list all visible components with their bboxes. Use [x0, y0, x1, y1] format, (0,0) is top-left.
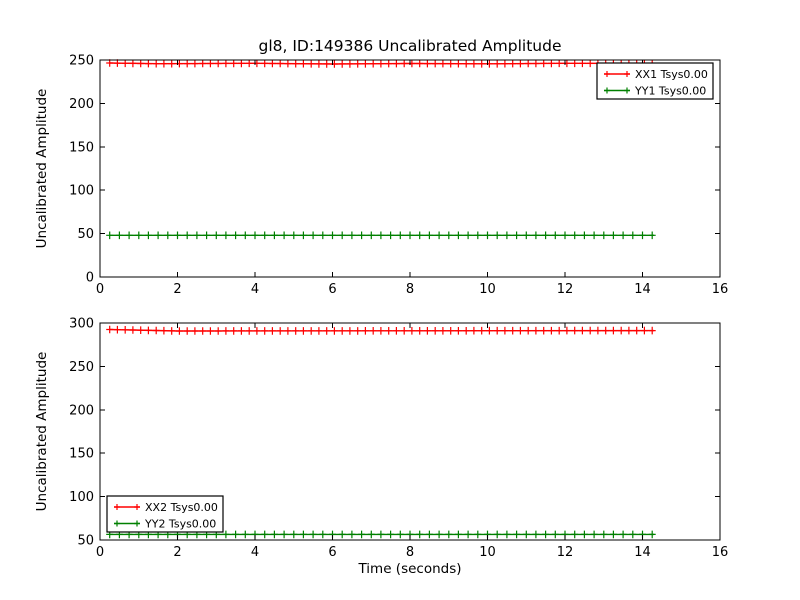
y-tick-label: 200: [69, 97, 94, 112]
y-tick-label: 250: [69, 54, 94, 69]
x-tick-label: 10: [479, 545, 496, 560]
x-tick-label: 2: [173, 545, 181, 560]
x-tick-label: 4: [251, 282, 259, 297]
legend-marker-yy2: [114, 520, 140, 527]
y-axis-label: Uncalibrated Amplitude: [34, 89, 50, 249]
series-yy2-markers: [106, 530, 656, 539]
legend-entry-label: XX1 Tsys0.00: [635, 68, 708, 81]
x-tick-label: 12: [557, 545, 574, 560]
x-tick-label: 8: [406, 545, 414, 560]
x-tick-label: 2: [173, 282, 181, 297]
legend-marker-xx2: [114, 504, 140, 510]
x-tick-label: 12: [557, 282, 574, 297]
y-tick-label: 150: [69, 447, 94, 462]
series-yy1-markers: [106, 231, 656, 240]
legend-entry-label: XX2 Tsys0.00: [145, 501, 218, 514]
y-tick-label: 100: [69, 490, 94, 505]
y-tick-label: 50: [77, 534, 94, 549]
x-tick-label: 6: [328, 545, 336, 560]
legend-box: [106, 495, 224, 533]
x-tick-label: 10: [479, 282, 496, 297]
x-tick-label: 6: [328, 282, 336, 297]
legend-entry-label: YY1 Tsys0.00: [634, 85, 706, 98]
legend-entry-label: YY2 Tsys0.00: [144, 518, 216, 531]
series-xx2-markers: [106, 325, 656, 335]
y-tick-label: 150: [69, 140, 94, 155]
y-tick-label: 200: [69, 403, 94, 418]
x-tick-label: 0: [96, 545, 104, 560]
y-tick-label: 250: [69, 360, 94, 375]
legend-box: [596, 62, 714, 100]
x-tick-label: 14: [634, 545, 651, 560]
legend: XX1 Tsys0.00 YY1 Tsys0.00: [596, 62, 714, 100]
x-tick-label: 16: [712, 545, 729, 560]
x-tick-label: 4: [251, 545, 259, 560]
legend-marker-xx1: [604, 71, 630, 77]
x-tick-label: 8: [406, 282, 414, 297]
x-tick-label: 16: [712, 282, 729, 297]
subplot-1: 0 2 4 6 8 10 12 14 16 0 50 100 150 200 250 Uncalibrated…: [34, 54, 728, 298]
subplot-2: 0 2 4 6 8 10 12 14 16 50 100 150 200 250 300 Uncalibrat…: [34, 317, 728, 561]
x-tick-label: 14: [634, 282, 651, 297]
y-tick-label: 0: [86, 271, 94, 286]
y-axis-label: Uncalibrated Amplitude: [34, 352, 50, 512]
y-tick-label: 300: [69, 317, 94, 332]
x-axis-label: Time (seconds): [357, 561, 461, 577]
y-tick-label: 100: [69, 184, 94, 199]
x-tick-label: 0: [96, 282, 104, 297]
figure-title: gl8, ID:149386 Uncalibrated Amplitude: [258, 37, 561, 55]
y-tick-label: 50: [77, 227, 94, 242]
legend-marker-yy1: [604, 87, 630, 94]
legend: XX2 Tsys0.00 YY2 Tsys0.00: [106, 495, 224, 533]
